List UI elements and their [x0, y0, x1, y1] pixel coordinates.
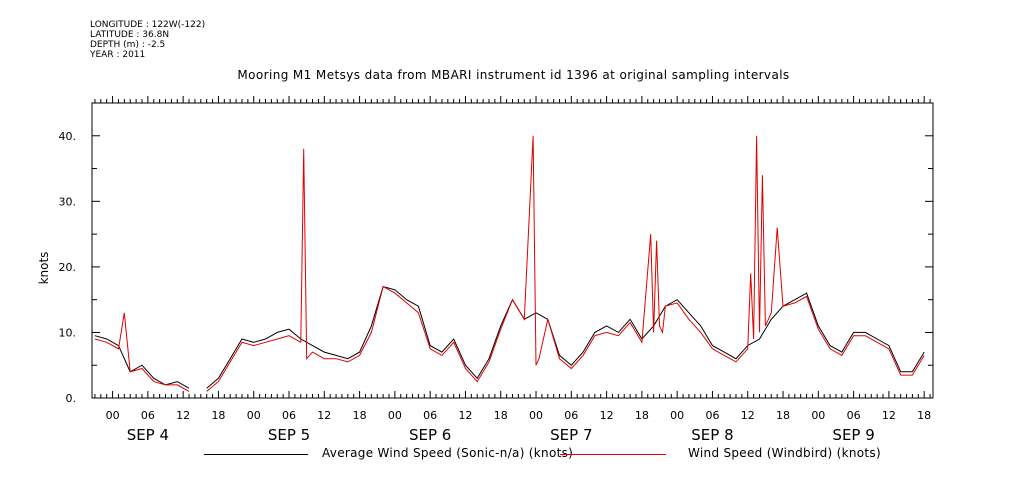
y-tick-label: 40.: [59, 130, 77, 143]
x-tick-label: 18: [353, 409, 367, 422]
x-tick-label: 18: [494, 409, 508, 422]
x-tick-label: 06: [705, 409, 719, 422]
series-line-windbird-wind-speed: [94, 135, 925, 392]
x-tick-label: 12: [600, 409, 614, 422]
plot-border: [91, 102, 934, 399]
x-tick-label: 18: [635, 409, 649, 422]
day-label: SEP 5: [268, 426, 310, 444]
x-tick-label: 00: [106, 409, 120, 422]
year-text: YEAR : 2011: [90, 50, 146, 60]
depth-text: DEPTH (m) : -2.5: [90, 40, 166, 50]
x-tick-label: 12: [741, 409, 755, 422]
x-tick-label: 12: [882, 409, 896, 422]
day-label: SEP 9: [832, 426, 874, 444]
x-tick-label: 18: [776, 409, 790, 422]
longitude-text: LONGITUDE : 122W(-122): [90, 20, 206, 30]
y-tick-label: 0.: [66, 392, 77, 405]
x-tick-label: 12: [176, 409, 190, 422]
chart-title: Mooring M1 Metsys data from MBARI instru…: [237, 68, 790, 82]
x-axis: 00 06 12 18 00 06 12 18 00 06 12 18 00 06 12 18 00 06 12 18…: [94, 96, 931, 444]
x-tick-label: 00: [529, 409, 543, 422]
x-tick-label: 00: [388, 409, 402, 422]
x-tick-label: 06: [423, 409, 437, 422]
x-tick-label: 18: [917, 409, 931, 422]
x-tick-label: 06: [141, 409, 155, 422]
y-axis-label: knots: [37, 252, 51, 285]
legend-label-average: Average Wind Speed (Sonic-n/a) (knots): [322, 446, 574, 460]
day-label: SEP 7: [550, 426, 592, 444]
legend-line-windbird: [560, 454, 666, 455]
x-tick-label: 06: [564, 409, 578, 422]
legend: Average Wind Speed (Sonic-n/a) (knots) W…: [0, 446, 1009, 464]
y-tick-label: 30.: [59, 195, 77, 208]
metadata-block: LONGITUDE : 122W(-122) LATITUDE : 36.8N DE…: [90, 20, 205, 60]
series-group: [94, 135, 925, 392]
day-label: SEP 4: [127, 426, 169, 444]
y-tick-label: 20.: [59, 261, 77, 274]
legend-line-average: [204, 454, 308, 455]
legend-label-windbird: Wind Speed (Windbird) (knots): [688, 446, 881, 460]
x-tick-label: 00: [811, 409, 825, 422]
y-axis: 0. 10. 20. 30. 40.: [59, 102, 933, 405]
x-tick-label: 00: [247, 409, 261, 422]
x-tick-label: 00: [670, 409, 684, 422]
y-tick-label: 10.: [59, 326, 77, 339]
latitude-text: LATITUDE : 36.8N: [90, 30, 170, 40]
x-tick-label: 12: [458, 409, 472, 422]
x-tick-label: 18: [211, 409, 225, 422]
plot-frame: [91, 102, 934, 399]
x-tick-label: 12: [317, 409, 331, 422]
day-label: SEP 8: [691, 426, 733, 444]
series-line-average-wind-speed: [94, 285, 925, 389]
x-tick-label: 06: [847, 409, 861, 422]
x-tick-label: 06: [282, 409, 296, 422]
day-label: SEP 6: [409, 426, 451, 444]
